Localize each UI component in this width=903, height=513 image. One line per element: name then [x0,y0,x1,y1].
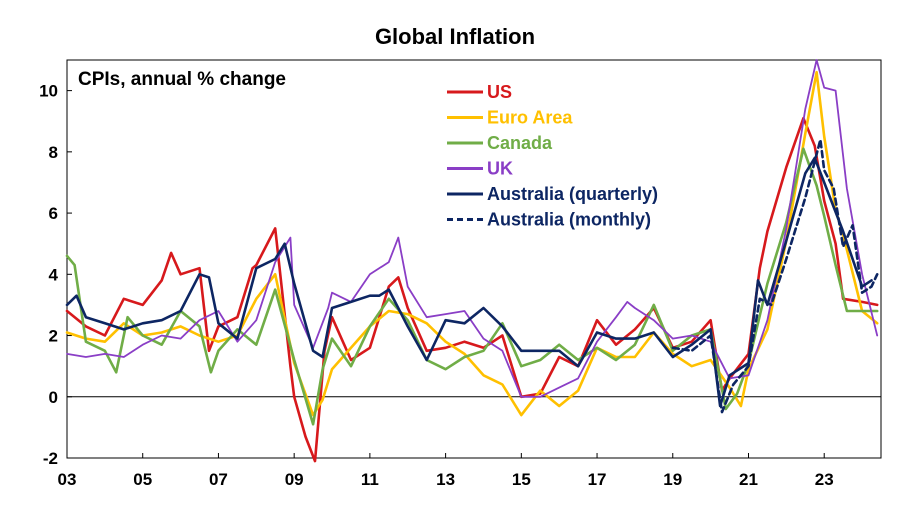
legend: US Euro Area Canada UK Australia (quarterly)… [447,82,658,230]
legend-label-australia-quarterly: Australia (quarterly) [487,184,658,204]
y-tick-label: 8 [49,143,58,162]
y-axis: -2 0 2 4 6 8 10 [39,82,881,468]
y-tick-label: 0 [49,388,58,407]
legend-label-euro-area: Euro Area [487,108,573,128]
x-tick-label: 17 [588,470,607,489]
legend-label-australia-monthly: Australia (monthly) [487,210,651,230]
series-line-euro-area [65,70,879,417]
y-tick-label: 10 [39,82,58,101]
x-axis: 03 05 07 09 11 13 15 17 19 21 23 [58,453,834,489]
series-line-canada [65,147,879,426]
legend-label-uk: UK [487,159,513,179]
x-tick-label: 21 [739,470,758,489]
plot-frame [66,59,882,459]
series-layer [65,59,879,463]
y-tick-label: -2 [43,449,58,468]
series-line-uk [66,59,879,398]
x-tick-label: 23 [815,470,834,489]
series-line-us [65,116,879,463]
legend-label-canada: Canada [487,133,553,153]
y-tick-label: 2 [49,327,58,346]
chart-subtitle: CPIs, annual % change [78,69,286,90]
x-tick-label: 09 [285,470,304,489]
x-tick-label: 05 [133,470,152,489]
series-line-australia-quarterly [65,156,873,408]
x-tick-label: 15 [512,470,531,489]
x-tick-label: 03 [58,470,77,489]
legend-label-us: US [487,82,512,102]
y-tick-label: 6 [49,204,58,223]
chart-title: Global Inflation [375,24,535,49]
x-tick-label: 13 [436,470,455,489]
y-tick-label: 4 [49,265,59,284]
x-tick-label: 19 [663,470,682,489]
series-line-australia-monthly [671,138,879,414]
x-tick-label: 07 [209,470,228,489]
x-tick-label: 11 [361,470,379,489]
